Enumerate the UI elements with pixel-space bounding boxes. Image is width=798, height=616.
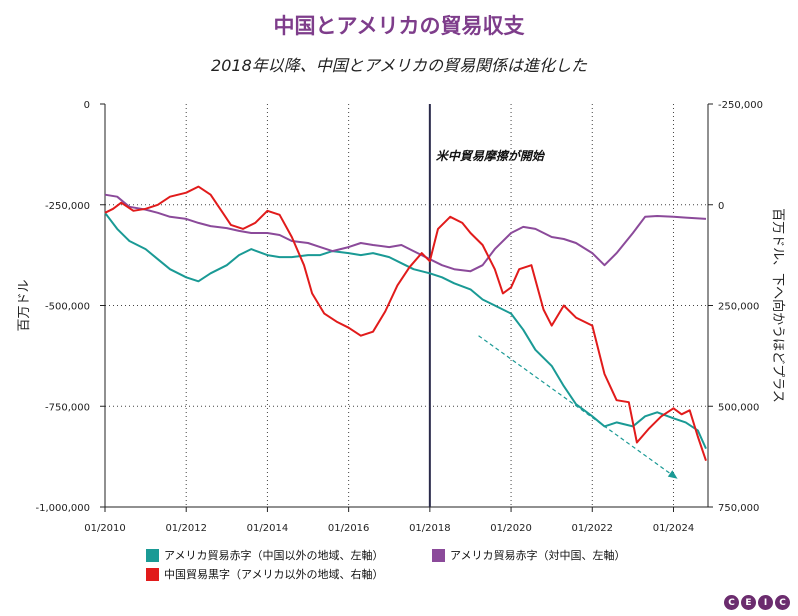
x-tick-label: 01/2022 <box>571 523 613 534</box>
left-tick-label: 0 <box>84 100 90 111</box>
legend-swatch-red <box>146 567 159 581</box>
logo-letter: E <box>741 595 756 610</box>
left-tick-label: -750,000 <box>45 402 90 413</box>
series-line-1 <box>104 193 707 273</box>
chart-title: 中国とアメリカの貿易収支 <box>273 14 525 38</box>
legend-swatch-teal <box>146 548 159 562</box>
legend-item-us-deficit-ex-china: アメリカ貿易赤字（中国以外の地域、左軸） <box>146 547 383 563</box>
logo-letter: C <box>775 595 790 610</box>
left-tick-label: -500,000 <box>45 302 90 313</box>
legend-item-us-deficit-china: アメリカ貿易赤字（対中国、左軸） <box>432 547 625 563</box>
x-tick-label: 01/2018 <box>409 523 451 534</box>
event-annotation: 米中貿易摩擦が開始 <box>436 149 546 163</box>
x-tick-label: 01/2024 <box>653 523 695 534</box>
x-tick-label: 01/2014 <box>247 523 289 534</box>
chart-subtitle: 2018年以降、中国とアメリカの貿易関係は進化した <box>211 56 587 75</box>
legend-item-china-surplus-ex-us: 中国貿易黒字（アメリカ以外の地域、右軸） <box>146 566 383 582</box>
right-tick-label: -250,000 <box>718 100 763 111</box>
x-tick-label: 01/2012 <box>165 523 207 534</box>
legend-label: アメリカ貿易赤字（対中国、左軸） <box>450 549 626 562</box>
right-tick-label: 250,000 <box>718 302 759 313</box>
logo-letter: C <box>724 595 739 610</box>
legend-label: アメリカ貿易赤字（中国以外の地域、左軸） <box>164 549 384 562</box>
legend-swatch-purple <box>432 548 445 562</box>
right-tick-label: 500,000 <box>718 402 759 413</box>
trend-arrow-shaft <box>478 335 678 480</box>
series-line-0 <box>104 212 707 450</box>
left-tick-label: -1,000,000 <box>35 503 90 514</box>
right-tick-label: 0 <box>718 201 724 212</box>
right-tick-label: 750,000 <box>718 503 759 514</box>
trend-arrow-head <box>667 470 678 479</box>
legend-label: 中国貿易黒字（アメリカ以外の地域、右軸） <box>164 568 384 581</box>
x-tick-label: 01/2010 <box>84 523 126 534</box>
left-tick-label: -250,000 <box>45 201 90 212</box>
x-tick-label: 01/2016 <box>328 523 370 534</box>
series-line-2 <box>104 185 707 462</box>
ceic-logo: C E I C <box>724 595 790 610</box>
left-axis-title: 百万ドル <box>17 279 32 331</box>
right-axis-title: 百万ドル、下へ向かうほどプラス <box>770 208 786 403</box>
x-tick-label: 01/2020 <box>490 523 532 534</box>
logo-letter: I <box>758 595 773 610</box>
